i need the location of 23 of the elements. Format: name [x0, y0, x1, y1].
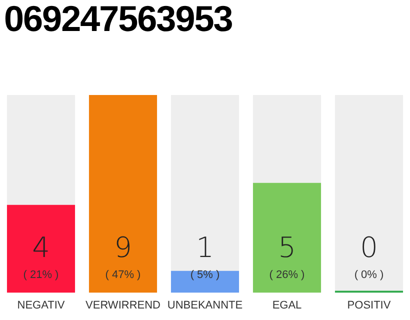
chart-title: 069247563953 [4, 0, 232, 40]
annotation: ( 21% ) [23, 268, 59, 281]
bar [252, 95, 322, 183]
bar [6, 204, 76, 293]
data-label: 1 [196, 231, 214, 264]
x-tick-label: EGAL [272, 299, 302, 312]
bar [252, 182, 322, 293]
bar [170, 270, 240, 293]
x-tick-label: NEGATIV [17, 299, 66, 312]
x-tick-label: POSITIV [347, 299, 392, 312]
x-tick-label: VERWIRREND [86, 299, 161, 312]
data-label: 9 [114, 231, 132, 264]
data-label: 4 [32, 231, 50, 264]
bar [88, 95, 158, 293]
data-label: 0 [360, 231, 378, 264]
x-tick-label: UNBEKANNTE [167, 299, 243, 312]
bar [6, 95, 76, 205]
bar [170, 95, 240, 271]
annotation: ( 5% ) [190, 268, 220, 281]
annotation: ( 47% ) [105, 268, 141, 281]
annotation: ( 0% ) [354, 268, 384, 281]
data-label: 5 [278, 231, 296, 264]
annotation: ( 26% ) [269, 268, 305, 281]
